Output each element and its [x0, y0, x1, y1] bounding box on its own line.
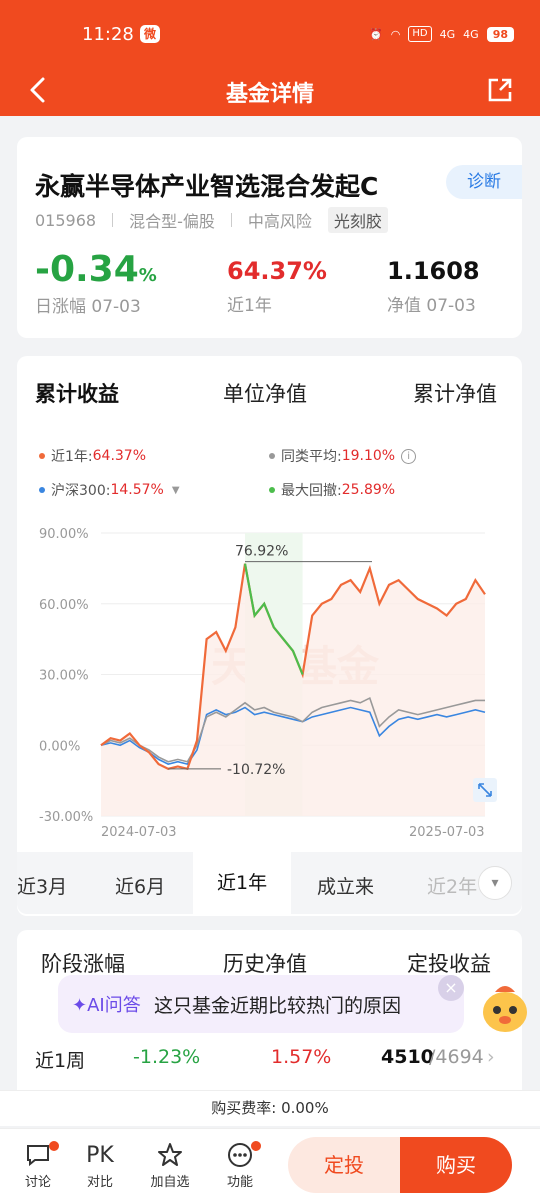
fund-type: 混合型-偏股	[129, 212, 215, 231]
tab-cumulative-nav[interactable]: 累计净值	[413, 382, 497, 406]
pk-icon: PK	[86, 1142, 114, 1168]
period-3m[interactable]: 近3月	[17, 876, 68, 898]
compare-button[interactable]: PK 对比	[75, 1139, 125, 1191]
legend-drawdown: 最大回撤: 25.89%	[269, 480, 395, 500]
header: 11:28 微 ⏰ ◠ HD 4G 4G 98 基金详情	[0, 0, 540, 116]
fund-summary-card: 永赢半导体产业智选混合发起C 诊断 015968 混合型-偏股 中高风险 光刻胶…	[17, 137, 522, 338]
legend-peer: 同类平均: 19.10% i	[269, 446, 417, 466]
tab-unit-nav[interactable]: 单位净值	[223, 382, 307, 406]
weibo-icon: 微	[140, 25, 160, 43]
expand-periods-button[interactable]: ▾	[478, 866, 512, 900]
fund-name: 永赢半导体产业智选混合发起C	[35, 172, 379, 201]
nav-value-block: 1.1608 净值 07-03	[387, 257, 480, 316]
close-icon[interactable]: ×	[438, 975, 464, 1001]
add-watchlist-button[interactable]: 加自选	[145, 1139, 195, 1190]
trough-label: -10.72%	[227, 762, 285, 778]
signal-1: 4G	[439, 27, 456, 41]
fund-risk: 中高风险	[247, 212, 312, 231]
fund-meta: 015968 混合型-偏股 中高风险 光刻胶	[35, 207, 404, 233]
mascot-icon[interactable]	[477, 980, 533, 1036]
ai-question: 这只基金近期比较热门的原因	[154, 995, 402, 1017]
function-button[interactable]: 功能	[215, 1139, 265, 1190]
back-icon[interactable]	[28, 76, 48, 108]
alarm-icon: ⏰	[369, 27, 383, 41]
period-2y[interactable]: 近2年	[427, 876, 478, 898]
period-1y[interactable]: 近1年	[193, 852, 292, 914]
tab-cumulative-return[interactable]: 累计收益	[35, 382, 119, 406]
battery-icon: 98	[486, 26, 514, 42]
chevron-right-icon: ›	[487, 1046, 495, 1068]
y-tick-label: 0.00%	[39, 739, 80, 754]
row-value-1: -1.23%	[133, 1046, 201, 1068]
page-title: 基金详情	[225, 82, 314, 107]
share-icon[interactable]	[486, 76, 514, 108]
tab-history-nav[interactable]: 历史净值	[223, 952, 307, 976]
navbar: 基金详情	[0, 72, 540, 108]
peak-label: 76.92%	[235, 544, 288, 560]
x-tick-label: 2024-07-03	[101, 825, 177, 840]
daily-unit: %	[138, 265, 157, 286]
period-6m[interactable]: 近6月	[115, 876, 166, 898]
nav-label: 净值 07-03	[387, 296, 476, 316]
chat-icon	[13, 1139, 63, 1171]
diagnose-button[interactable]: 诊断	[446, 165, 522, 199]
info-icon[interactable]: i	[401, 448, 417, 464]
daily-label: 日涨幅 07-03	[35, 297, 141, 317]
chart-card: 累计收益 单位净值 累计净值 近1年: 64.37% 同类平均: 19.10% i …	[17, 356, 522, 916]
legend-fund: 近1年: 64.37%	[39, 446, 146, 466]
y-tick-label: 90.00%	[39, 527, 89, 542]
y-tick-label: 30.00%	[39, 669, 89, 684]
fund-code: 015968	[35, 210, 97, 230]
row-rank-a: 4510	[381, 1046, 434, 1068]
daily-change: -0.34% 日涨幅 07-03	[35, 249, 157, 317]
x-tick-label: 2025-07-03	[409, 825, 485, 840]
legend-index[interactable]: 沪深300: 14.57% ▼	[39, 480, 180, 500]
drawdown-line	[243, 563, 304, 675]
buy-button[interactable]: 购买	[400, 1137, 512, 1193]
period-since-inception[interactable]: 成立来	[317, 876, 375, 898]
year-value: 64.37%	[227, 257, 327, 285]
ai-question-bubble[interactable]: ✦AI问答 这只基金近期比较热门的原因	[58, 975, 464, 1033]
hd-badge: HD	[408, 26, 432, 42]
y-tick-label: -30.00%	[39, 810, 93, 825]
star-icon	[145, 1139, 195, 1171]
y-tick-label: 60.00%	[39, 598, 89, 613]
year-return: 64.37% 近1年	[227, 257, 327, 316]
fund-tag[interactable]: 光刻胶	[327, 207, 388, 233]
row-value-2: 1.57%	[271, 1046, 332, 1068]
tab-sip-return[interactable]: 定投收益	[407, 952, 491, 976]
wifi-icon: ◠	[390, 27, 401, 41]
caret-down-icon: ▼	[171, 484, 180, 496]
tab-stage-return[interactable]: 阶段涨幅	[41, 952, 125, 976]
row-rank-b: /4694	[429, 1046, 484, 1068]
fund-area	[101, 563, 485, 816]
purchase-fee: 购买费率: 0.00%	[0, 1090, 540, 1126]
year-label: 近1年	[227, 296, 272, 316]
series-line	[100, 706, 486, 766]
series-line	[100, 696, 485, 763]
more-icon	[215, 1139, 265, 1171]
discuss-button[interactable]: 讨论	[13, 1139, 63, 1190]
nav-value: 1.1608	[387, 257, 480, 285]
ai-badge: ✦AI问答	[72, 995, 141, 1016]
return-chart[interactable]: 90.00% 60.00% 30.00% 0.00% -30.00% 2024-07-03…	[17, 356, 522, 852]
period-selector: 近3月 近6月 近1年 成立来 近2年 ▾	[17, 852, 522, 914]
signal-2: 4G	[463, 27, 479, 41]
bottom-bar: 讨论 PK 对比 加自选 功能 定投 购买	[0, 1128, 540, 1200]
row-label: 近1周	[35, 1050, 86, 1072]
daily-value: -0.34	[35, 249, 139, 290]
expand-arrows	[478, 783, 492, 797]
status-time: 11:28	[82, 24, 134, 45]
status-bar: 11:28 微 ⏰ ◠ HD 4G 4G 98	[0, 20, 540, 50]
sip-button[interactable]: 定投	[288, 1137, 400, 1193]
